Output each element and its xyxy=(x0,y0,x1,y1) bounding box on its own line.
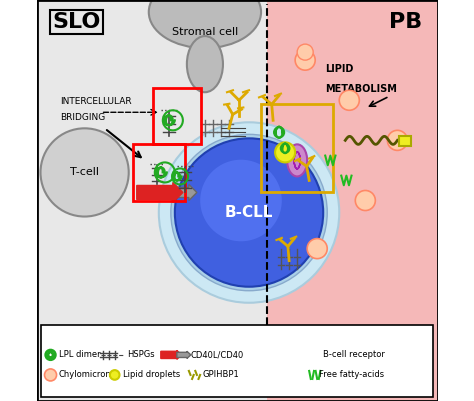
Circle shape xyxy=(275,142,295,162)
FancyArrow shape xyxy=(173,184,197,200)
Ellipse shape xyxy=(187,36,223,92)
Text: B-CLL: B-CLL xyxy=(225,205,273,220)
Text: INTERCELLULAR: INTERCELLULAR xyxy=(61,97,132,106)
Circle shape xyxy=(297,44,313,60)
Circle shape xyxy=(171,134,327,291)
Text: Lipid droplets: Lipid droplets xyxy=(123,371,180,379)
Bar xyxy=(133,144,185,200)
Text: METABOLISM: METABOLISM xyxy=(325,84,397,94)
Ellipse shape xyxy=(149,0,261,48)
Bar xyxy=(153,88,201,144)
Circle shape xyxy=(40,128,129,217)
FancyArrow shape xyxy=(161,350,182,359)
Text: Chylomicrons: Chylomicrons xyxy=(59,371,116,379)
FancyArrow shape xyxy=(137,182,183,203)
Text: GPIHBP1: GPIHBP1 xyxy=(203,371,240,379)
Circle shape xyxy=(110,370,119,380)
Bar xyxy=(400,136,411,146)
Circle shape xyxy=(45,369,56,381)
Text: PB: PB xyxy=(389,12,423,32)
Text: SLO: SLO xyxy=(53,12,101,32)
Text: LPL dimer: LPL dimer xyxy=(59,350,100,359)
Circle shape xyxy=(356,190,375,211)
Text: B-cell receptor: B-cell receptor xyxy=(323,350,385,359)
Text: T-cell: T-cell xyxy=(70,168,99,177)
Polygon shape xyxy=(36,0,267,401)
Bar xyxy=(261,104,333,192)
Text: Free fatty-acids: Free fatty-acids xyxy=(319,371,384,379)
Circle shape xyxy=(387,130,408,150)
Circle shape xyxy=(200,160,282,241)
Text: HSPGs: HSPGs xyxy=(127,350,155,359)
FancyBboxPatch shape xyxy=(40,325,434,397)
FancyArrow shape xyxy=(177,351,191,358)
Circle shape xyxy=(295,50,315,70)
Circle shape xyxy=(307,239,327,259)
Circle shape xyxy=(175,138,323,287)
Polygon shape xyxy=(267,0,438,401)
Text: LIPID: LIPID xyxy=(325,64,354,74)
Circle shape xyxy=(159,122,339,303)
Text: CD40L/CD40: CD40L/CD40 xyxy=(191,350,244,359)
Circle shape xyxy=(339,90,359,110)
Ellipse shape xyxy=(287,144,307,176)
Text: BRIDGING: BRIDGING xyxy=(61,113,106,122)
Text: Stromal cell: Stromal cell xyxy=(172,27,238,37)
